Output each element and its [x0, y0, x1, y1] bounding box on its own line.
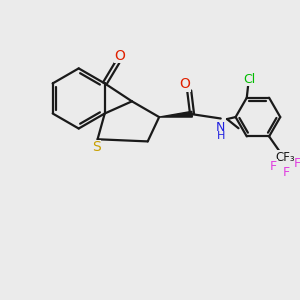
Polygon shape: [159, 111, 192, 117]
Text: N: N: [216, 121, 225, 134]
Text: F: F: [270, 160, 277, 173]
Text: H: H: [217, 131, 225, 141]
Text: O: O: [179, 77, 191, 92]
Text: S: S: [92, 140, 100, 154]
Text: F: F: [294, 157, 300, 170]
Text: F: F: [283, 166, 290, 179]
Text: Cl: Cl: [243, 73, 255, 85]
Text: O: O: [115, 49, 125, 63]
Text: CF₃: CF₃: [275, 151, 295, 164]
